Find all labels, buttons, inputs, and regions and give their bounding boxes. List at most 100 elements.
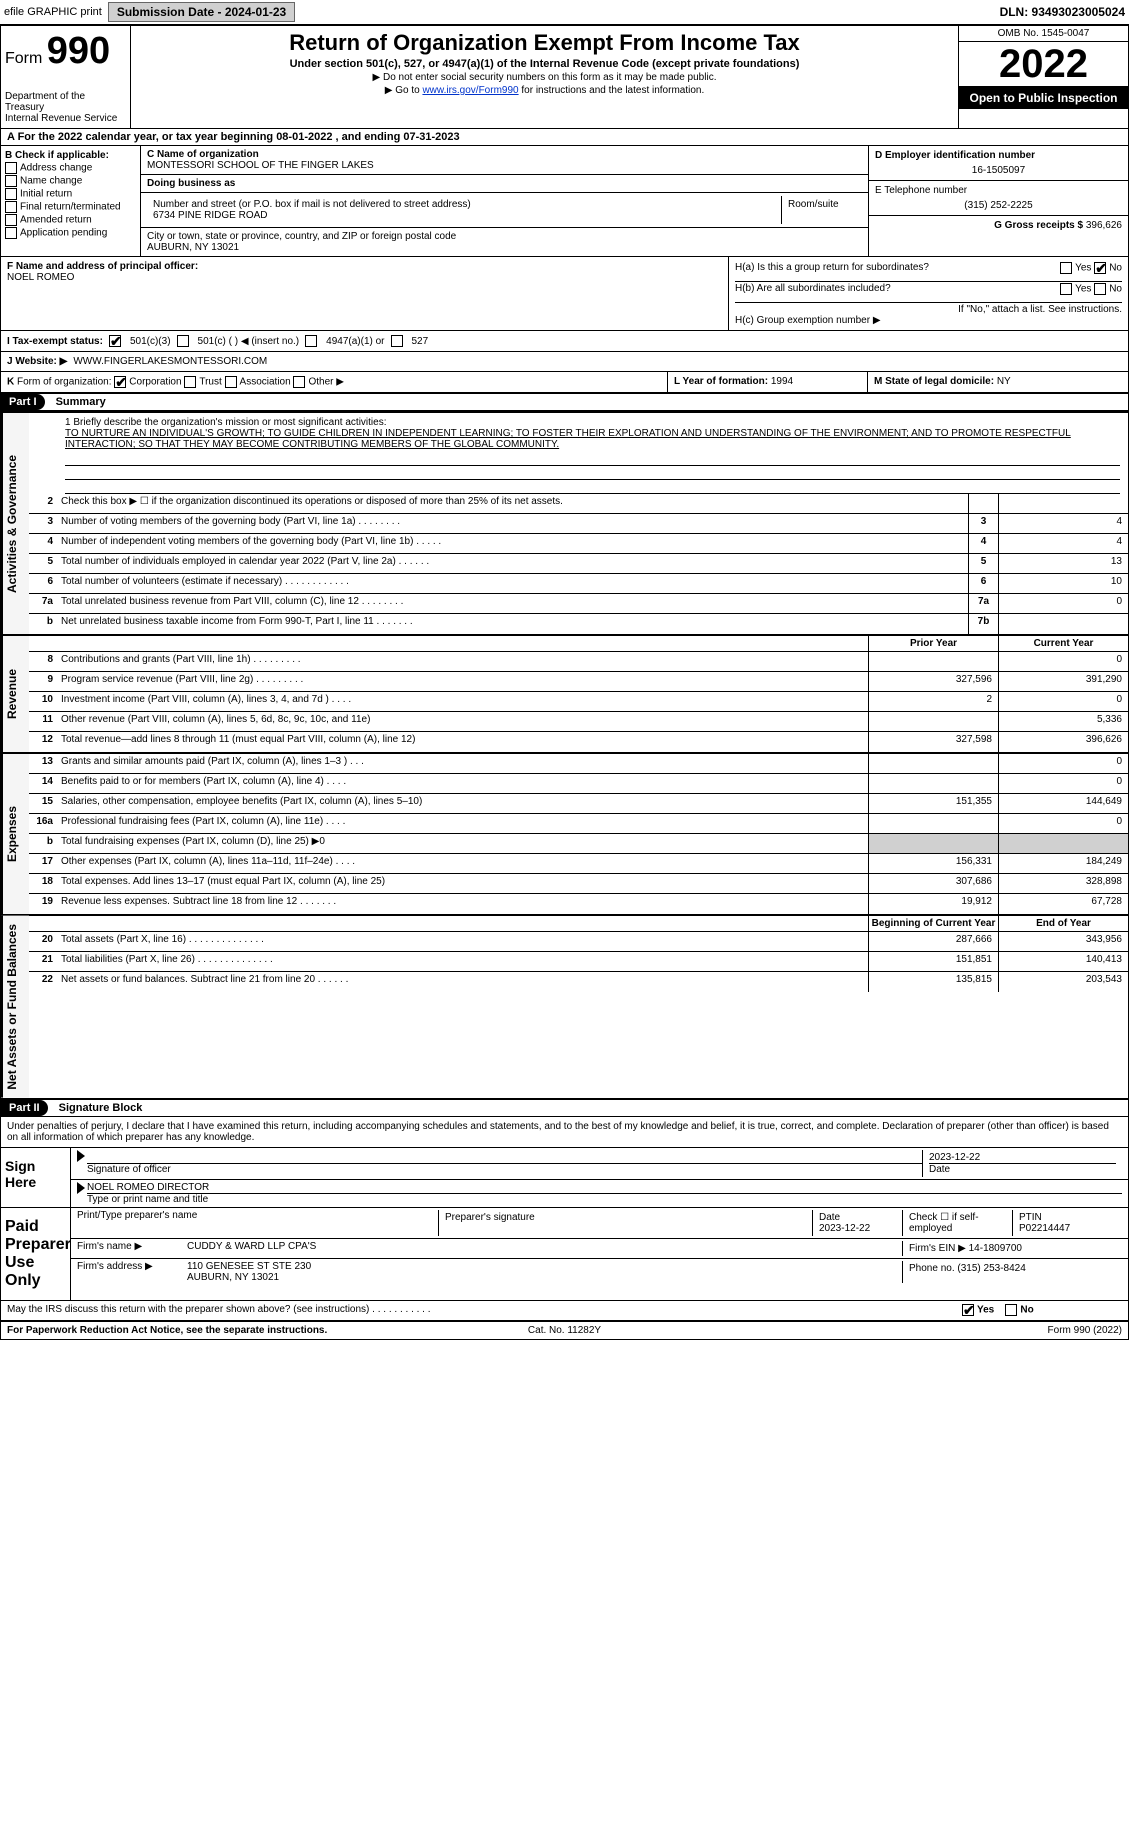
page-footer: For Paperwork Reduction Act Notice, see … (1, 1321, 1128, 1339)
cb-trust[interactable] (184, 376, 196, 388)
table-row: 13Grants and similar amounts paid (Part … (29, 754, 1128, 774)
cb-name-change[interactable]: Name change (5, 175, 136, 187)
hc-text: H(c) Group exemption number ▶ (735, 315, 1122, 326)
may-discuss-text: May the IRS discuss this return with the… (7, 1304, 962, 1317)
paperwork-notice: For Paperwork Reduction Act Notice, see … (7, 1325, 528, 1336)
form-number: 990 (47, 30, 110, 72)
row-a-tax-year: A For the 2022 calendar year, or tax yea… (1, 129, 1128, 146)
city-label: City or town, state or province, country… (147, 231, 862, 242)
officer-label: F Name and address of principal officer: (7, 261, 722, 272)
room-suite-label: Room/suite (782, 196, 862, 224)
cb-assoc[interactable] (225, 376, 237, 388)
cb-other[interactable] (293, 376, 305, 388)
goto-note: ▶ Go to www.irs.gov/Form990 for instruct… (139, 85, 950, 96)
table-row: 18Total expenses. Add lines 13–17 (must … (29, 874, 1128, 894)
firm-addr2: AUBURN, NY 13021 (187, 1272, 902, 1283)
city-value: AUBURN, NY 13021 (147, 242, 862, 253)
table-row: 12Total revenue—add lines 8 through 11 (… (29, 732, 1128, 752)
cb-final-return[interactable]: Final return/terminated (5, 201, 136, 213)
mission-text: TO NURTURE AN INDIVIDUAL'S GROWTH; TO GU… (65, 428, 1120, 450)
street-value: 6734 PINE RIDGE ROAD (153, 210, 775, 221)
ha-yes-cb[interactable] (1060, 262, 1072, 274)
omb-number: OMB No. 1545-0047 (959, 26, 1128, 42)
irs-link[interactable]: www.irs.gov/Form990 (422, 85, 518, 96)
cb-application-pending[interactable]: Application pending (5, 227, 136, 239)
prep-name-hdr: Print/Type preparer's name (77, 1210, 438, 1236)
section-bcdeg: B Check if applicable: Address change Na… (1, 146, 1128, 257)
mission-question: 1 Briefly describe the organization's mi… (65, 417, 1120, 428)
net-assets-section: Net Assets or Fund Balances Beginning of… (1, 914, 1128, 1098)
gross-receipts-label: G Gross receipts $ (994, 220, 1083, 231)
ha-text: H(a) Is this a group return for subordin… (735, 262, 929, 281)
box-l: L Year of formation: 1994 (668, 372, 868, 392)
prior-year-hdr: Prior Year (868, 636, 998, 651)
form-title: Return of Organization Exempt From Incom… (139, 30, 950, 56)
ha-no-cb[interactable] (1094, 262, 1106, 274)
row-i-tax-status: I Tax-exempt status: 501(c)(3) 501(c) ( … (1, 331, 1128, 352)
table-row: 20Total assets (Part X, line 16) . . . .… (29, 932, 1128, 952)
efile-label: efile GRAPHIC print (4, 6, 102, 18)
cb-amended-return[interactable]: Amended return (5, 214, 136, 226)
expenses-section: Expenses 13Grants and similar amounts pa… (1, 752, 1128, 914)
table-row: 7aTotal unrelated business revenue from … (29, 594, 1128, 614)
sign-date-label: Date (929, 1164, 1116, 1175)
org-name-label: C Name of organization (147, 149, 862, 160)
cb-corp[interactable] (114, 376, 126, 388)
discuss-no-cb[interactable] (1005, 1304, 1017, 1316)
sign-here-block: Sign Here Signature of officer 2023-12-2… (1, 1148, 1128, 1208)
side-net-assets: Net Assets or Fund Balances (1, 916, 29, 1098)
form-subtitle: Under section 501(c), 527, or 4947(a)(1)… (139, 58, 950, 70)
firm-name-label: Firm's name ▶ (77, 1241, 187, 1256)
arrow-icon (77, 1150, 85, 1162)
table-row: 21Total liabilities (Part X, line 26) . … (29, 952, 1128, 972)
part-i-title: Summary (48, 394, 114, 410)
box-b-title: B Check if applicable: (5, 150, 136, 161)
table-row: 10Investment income (Part VIII, column (… (29, 692, 1128, 712)
table-row: 22Net assets or fund balances. Subtract … (29, 972, 1128, 992)
prep-sig-hdr: Preparer's signature (438, 1210, 812, 1236)
firm-addr1: 110 GENESEE ST STE 230 (187, 1261, 902, 1272)
part-ii-header: Part II Signature Block (1, 1098, 1128, 1117)
declaration-text: Under penalties of perjury, I declare th… (1, 1117, 1128, 1148)
box-b: B Check if applicable: Address change Na… (1, 146, 141, 256)
self-employed-hdr: Check ☐ if self-employed (902, 1210, 1012, 1236)
box-f: F Name and address of principal officer:… (1, 257, 728, 330)
hb-yes-cb[interactable] (1060, 283, 1072, 295)
ein-label: D Employer identification number (875, 150, 1122, 161)
cb-527[interactable] (391, 335, 403, 347)
cb-address-change[interactable]: Address change (5, 162, 136, 174)
part-i-header: Part I Summary (1, 394, 1128, 411)
sign-here-label: Sign Here (1, 1148, 71, 1207)
submission-date-button[interactable]: Submission Date - 2024-01-23 (108, 2, 295, 22)
open-inspection: Open to Public Inspection (959, 87, 1128, 109)
arrow-icon (77, 1182, 85, 1194)
table-row: 6Total number of volunteers (estimate if… (29, 574, 1128, 594)
mission-block: 1 Briefly describe the organization's mi… (29, 413, 1128, 452)
website-value: WWW.FINGERLAKESMONTESSORI.COM (73, 356, 267, 367)
discuss-yes-cb[interactable] (962, 1304, 974, 1316)
part-ii-title: Signature Block (51, 1100, 151, 1116)
firm-addr-label: Firm's address ▶ (77, 1261, 187, 1283)
cb-4947[interactable] (305, 335, 317, 347)
header-left: Form 990 Department of the Treasury Inte… (1, 26, 131, 128)
cb-501c3[interactable] (109, 335, 121, 347)
governance-section: Activities & Governance 1 Briefly descri… (1, 411, 1128, 634)
cb-initial-return[interactable]: Initial return (5, 188, 136, 200)
sign-date: 2023-12-22 (929, 1152, 1116, 1164)
table-row: 14Benefits paid to or for members (Part … (29, 774, 1128, 794)
tax-year: 2022 (959, 42, 1128, 87)
officer-printed-name: NOEL ROMEO DIRECTOR (87, 1182, 1122, 1194)
hb-no-cb[interactable] (1094, 283, 1106, 295)
current-year-hdr: Current Year (998, 636, 1128, 651)
org-name: MONTESSORI SCHOOL OF THE FINGER LAKES (147, 160, 862, 171)
side-expenses: Expenses (1, 754, 29, 914)
table-row: 4Number of independent voting members of… (29, 534, 1128, 554)
dba-label: Doing business as (147, 178, 862, 189)
dln-label: DLN: 93493023005024 (1000, 5, 1125, 19)
part-ii-badge: Part II (1, 1100, 48, 1116)
topbar: efile GRAPHIC print Submission Date - 20… (0, 0, 1129, 25)
table-row: 9Program service revenue (Part VIII, lin… (29, 672, 1128, 692)
irs-label: Internal Revenue Service (5, 113, 126, 124)
table-row: bNet unrelated business taxable income f… (29, 614, 1128, 634)
cb-501c[interactable] (177, 335, 189, 347)
